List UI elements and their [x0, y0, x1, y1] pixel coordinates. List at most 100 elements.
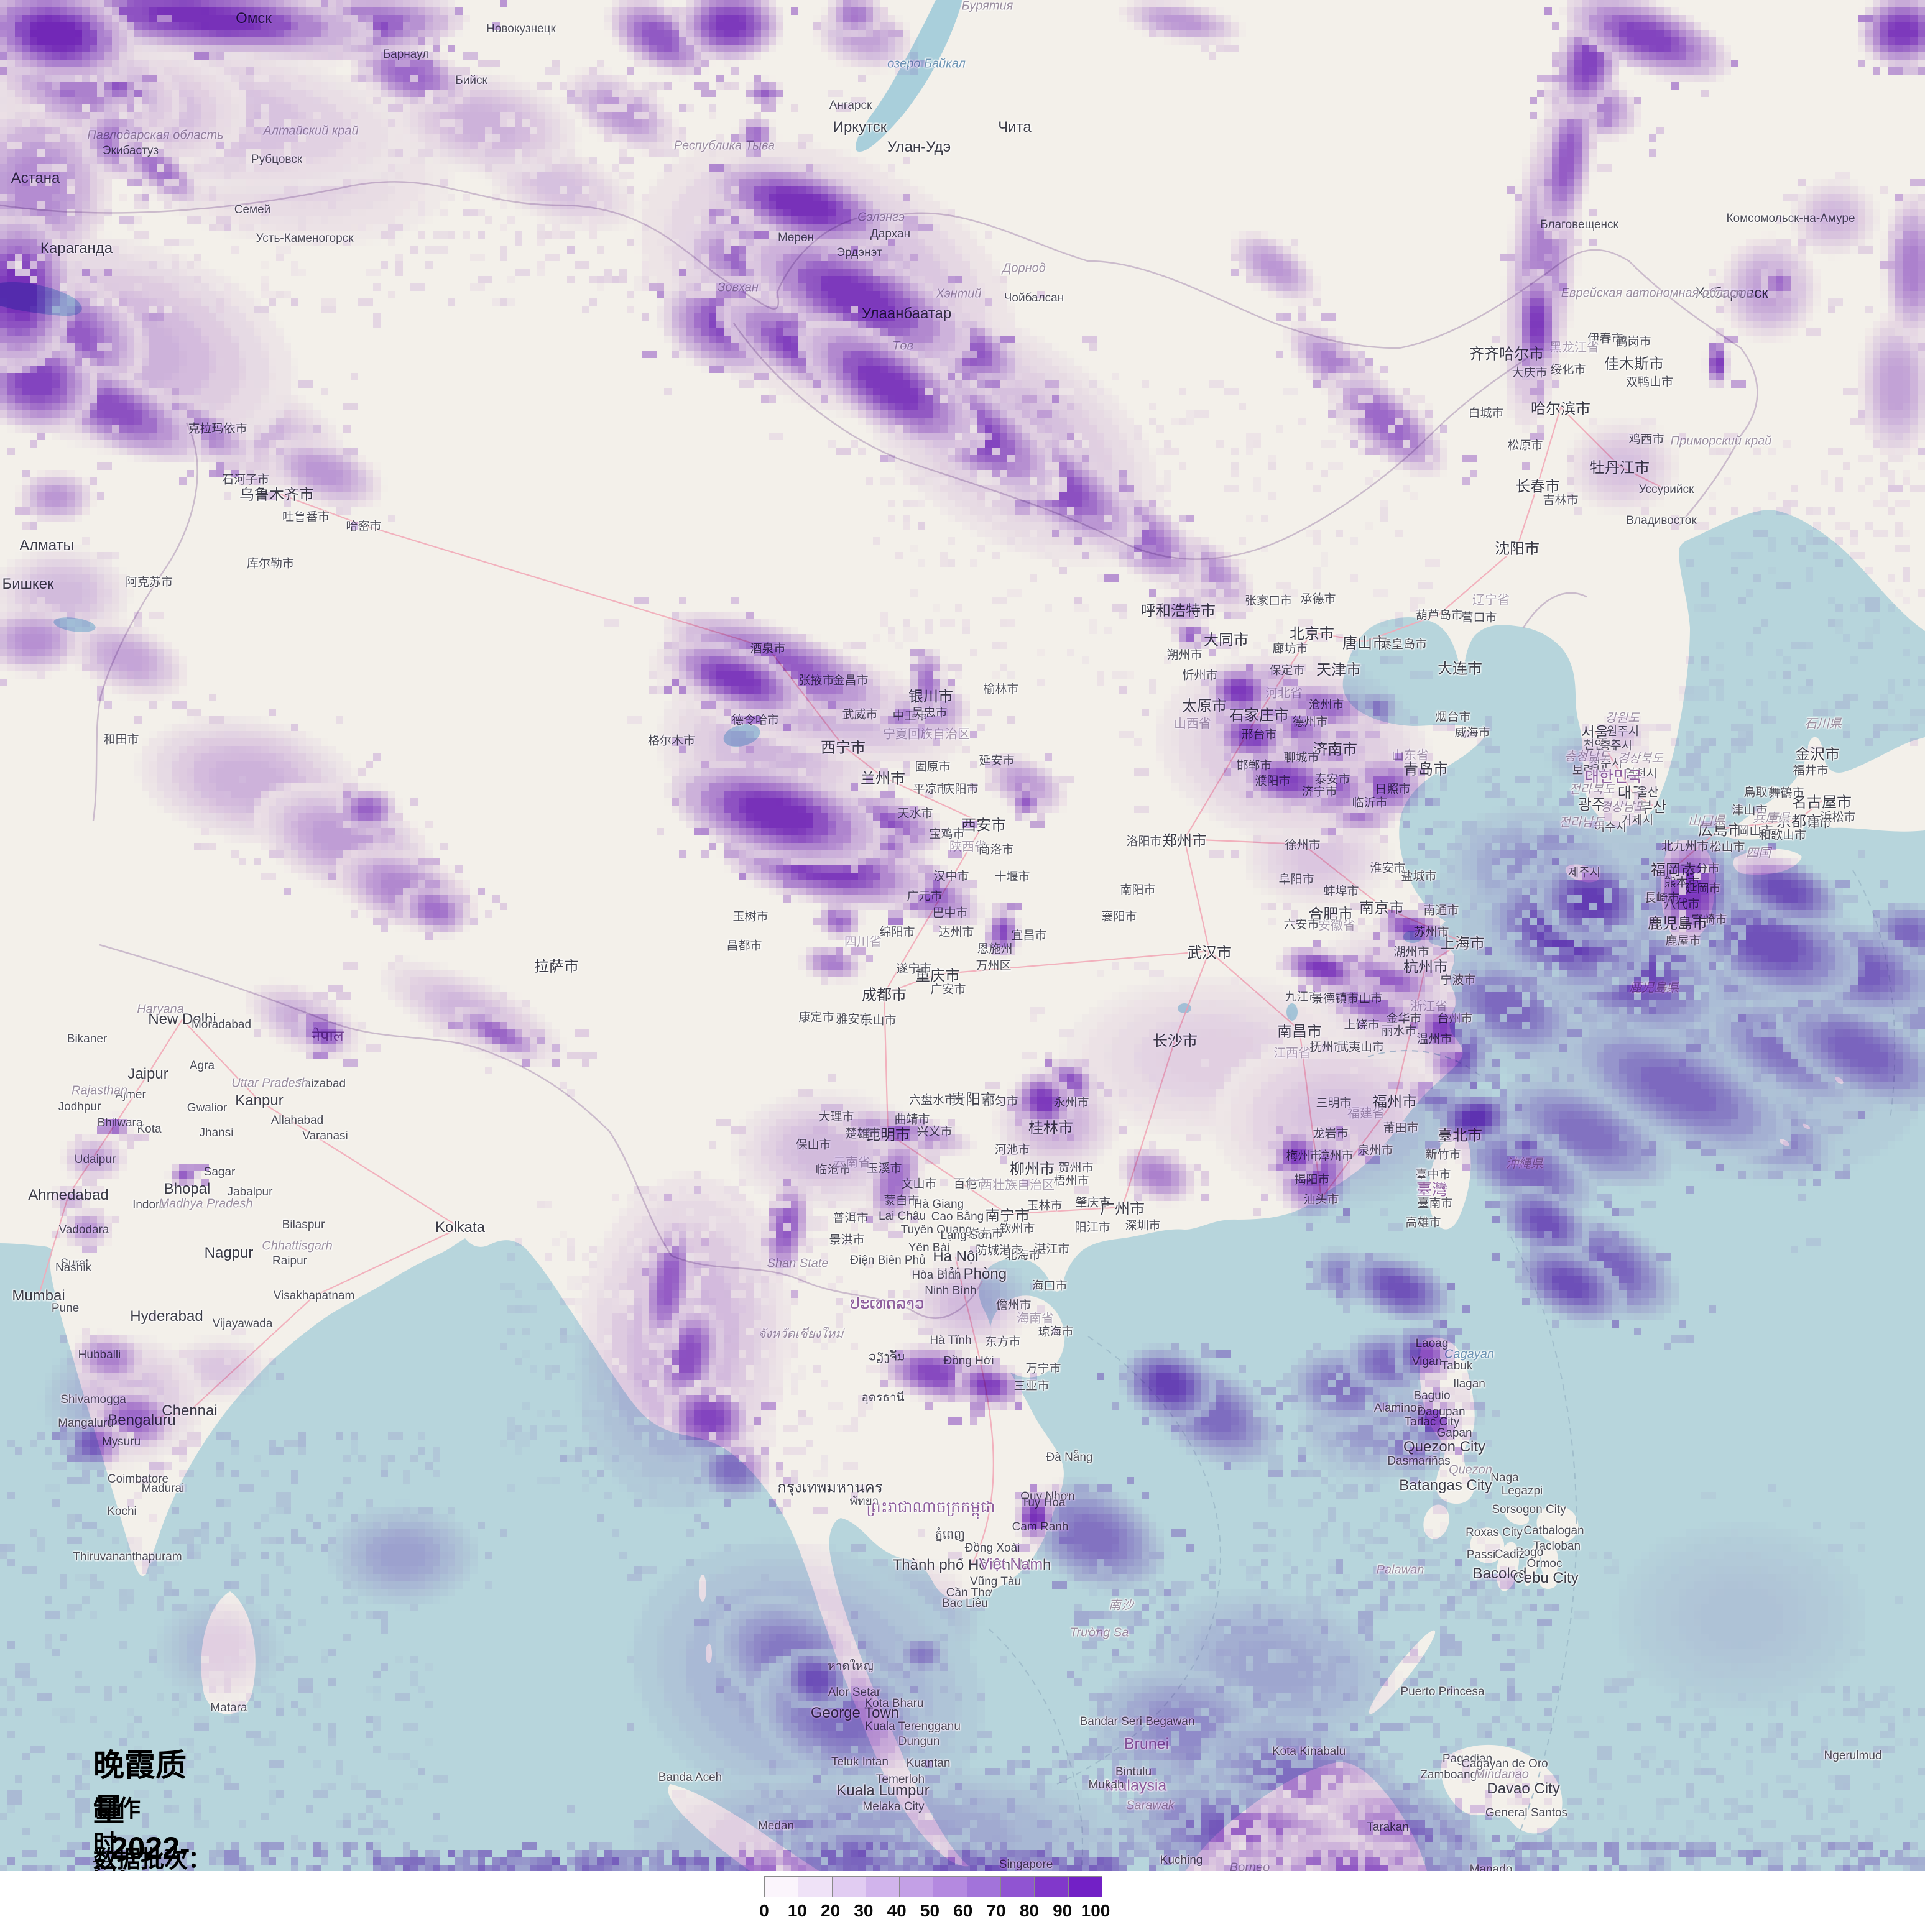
map-label: 江西省: [1273, 1046, 1311, 1060]
data-batch-label: 数据批次：: [93, 1847, 212, 1873]
map-label: 克拉玛依市: [188, 422, 247, 436]
map-label: Bilaspur: [282, 1218, 325, 1231]
map-label: 丽水市: [1381, 1024, 1417, 1038]
map-label: 上饶市: [1344, 1018, 1380, 1032]
map-label: 宝鸡市: [929, 827, 965, 841]
legend-cell: [832, 1876, 866, 1897]
map-label: 전라북도: [1569, 783, 1615, 797]
map-label: Lai Châu: [878, 1210, 926, 1223]
map-label: 巴中市: [932, 906, 968, 920]
map-label: Kuala Terengganu: [865, 1720, 961, 1733]
map-label: Palawan: [1376, 1563, 1424, 1577]
map-label: Visakhapatnam: [273, 1289, 355, 1302]
map-label: नेपाल: [312, 1028, 344, 1045]
map-label: Lạng Sơn: [940, 1229, 992, 1242]
map-label: Астана: [11, 170, 60, 186]
map-label: 宜昌市: [1011, 929, 1047, 942]
map-label: Благовещенск: [1540, 218, 1618, 231]
map-label: Jodhpur: [58, 1100, 101, 1113]
map-label: Rajasthan: [71, 1083, 128, 1098]
map-label: Trường Sa: [1069, 1626, 1129, 1640]
map-label: 温州市: [1416, 1033, 1452, 1046]
map-label: 延岡市: [1685, 882, 1721, 896]
map-label: Hà Tĩnh: [930, 1334, 972, 1347]
map-label: 浜松市: [1820, 811, 1856, 824]
map-label: Shan State: [767, 1256, 829, 1271]
map-label: 大理市: [818, 1110, 854, 1124]
map-label: 和田市: [103, 733, 139, 747]
map-label: Kota Bharu: [864, 1697, 924, 1710]
map-label: 南通市: [1423, 904, 1459, 918]
map-label: Agra: [189, 1059, 215, 1072]
map-label: Бишкек: [2, 576, 54, 592]
map-label: Новокузнецк: [486, 22, 556, 35]
map-label: Бийск: [455, 74, 487, 87]
map-label: 朔州市: [1166, 648, 1203, 662]
map-label: 酒泉市: [750, 642, 786, 656]
map-label: 白城市: [1468, 407, 1504, 420]
map-label: 达州市: [938, 926, 974, 939]
map-label: Алматы: [19, 537, 74, 554]
map-label: Cadiz: [1494, 1548, 1525, 1561]
map-label: 龙岩市: [1313, 1127, 1349, 1141]
map-label: 阳江市: [1074, 1221, 1110, 1235]
map-label: 保山市: [795, 1138, 831, 1152]
map-label: 山东省: [1392, 748, 1429, 763]
map-label: 西安市: [961, 817, 1006, 834]
legend-cell: [900, 1876, 934, 1897]
map-label: 玉林市: [1027, 1199, 1063, 1213]
map-label: พัทยา: [849, 1495, 879, 1508]
map-label: 东方市: [985, 1335, 1021, 1349]
map-label: Nagpur: [204, 1244, 254, 1261]
map-label: 四川省: [844, 935, 882, 949]
map-label: 湛江市: [1034, 1243, 1070, 1256]
map-label: Экибастуз: [102, 144, 159, 157]
legend-cell: [967, 1876, 1002, 1897]
map-label: 格尔木市: [647, 734, 696, 748]
legend-cell: [798, 1876, 833, 1897]
map-label: General Santos: [1485, 1806, 1568, 1819]
map-label: 长沙市: [1153, 1033, 1198, 1050]
map-label: 鹿屋市: [1665, 934, 1701, 948]
map-label: 黑龙江省: [1549, 341, 1599, 355]
map-label: 德令哈市: [731, 714, 780, 727]
map-label: Moradabad: [191, 1018, 252, 1031]
map-label: Đồng Xoài: [964, 1542, 1020, 1555]
map-label: 桂林市: [1028, 1120, 1073, 1137]
map-label: 忻州市: [1182, 669, 1218, 683]
map-label: Усть-Каменогорск: [256, 232, 354, 245]
map-label: 商洛市: [978, 843, 1014, 857]
map-label: Varanasi: [302, 1129, 348, 1143]
map-label: Улан-Удэ: [887, 139, 951, 155]
map-label: 八代市: [1664, 898, 1700, 911]
map-label: 遂宁市: [896, 962, 932, 976]
map-label: 石河子市: [221, 473, 270, 487]
map-label: 西宁市: [821, 739, 866, 757]
map-label: Kolkata: [435, 1219, 486, 1236]
map-label: 承德市: [1300, 592, 1336, 606]
map-label: 景德镇市: [1311, 992, 1359, 1006]
map-label: 三明市: [1316, 1097, 1352, 1110]
map-label: 太原市: [1182, 697, 1227, 715]
map-label: 宁夏回族自治区: [883, 727, 970, 742]
map-label: 云南省: [833, 1156, 870, 1170]
map-label: Puerto Princesa: [1400, 1685, 1485, 1698]
map-label: 和歌山市: [1758, 829, 1807, 842]
map-label: Udaipur: [74, 1153, 116, 1166]
map-label: จังหวัดเชียงใหม่: [758, 1327, 844, 1341]
map-label: Jhansi: [199, 1126, 234, 1139]
map-label: 강원도: [1605, 711, 1640, 725]
map-label: Haryana: [137, 1002, 184, 1016]
legend-tick-label: 100: [1081, 1901, 1110, 1920]
legend-colorbar: [764, 1876, 1102, 1897]
legend-strip: 0 10 20 30 40 50 60 70 80 90 100: [0, 1871, 1925, 1932]
map-label: 海口市: [1032, 1279, 1068, 1293]
map-label: 十堰市: [994, 870, 1030, 884]
map-label: 吴忠市: [912, 706, 948, 720]
map-label: Nashik: [55, 1261, 92, 1274]
map-label: 福井市: [1793, 764, 1829, 778]
map-label: Tuy Hòa: [1021, 1496, 1066, 1509]
map-label: Medan: [757, 1819, 795, 1833]
map-label: 六安市: [1283, 918, 1319, 932]
map-label: 银川市: [908, 688, 953, 706]
